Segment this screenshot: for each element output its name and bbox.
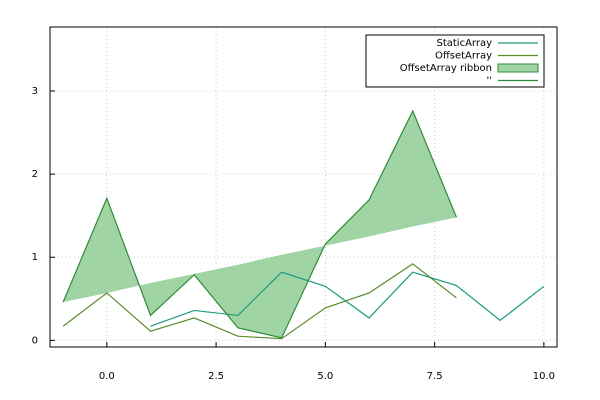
ribbon — [63, 110, 457, 338]
x-tick-label: 5.0 — [317, 371, 333, 382]
x-tick-label: 0.0 — [99, 371, 115, 382]
y-tick-label: 3 — [32, 86, 38, 97]
y-tick-label: 1 — [32, 252, 38, 263]
plot-frame — [49, 26, 558, 348]
plot-layer — [50, 27, 557, 347]
series-line — [150, 271, 545, 327]
series-line — [62, 263, 457, 340]
series-line — [62, 109, 458, 339]
legend-label: OffsetArray — [435, 51, 492, 62]
x-tick-label: 10.0 — [533, 371, 555, 382]
y-tick-label: 0 — [32, 335, 38, 346]
legend-label: OffsetArray ribbon — [400, 63, 492, 74]
y-tick-label: 2 — [32, 169, 38, 180]
legend-swatch — [497, 63, 539, 73]
legend-label: StaticArray — [436, 38, 492, 49]
x-tick-label: 2.5 — [208, 371, 224, 382]
legend-box — [365, 34, 545, 88]
x-tick-label: 7.5 — [427, 371, 443, 382]
legend-label: '' — [487, 76, 493, 87]
